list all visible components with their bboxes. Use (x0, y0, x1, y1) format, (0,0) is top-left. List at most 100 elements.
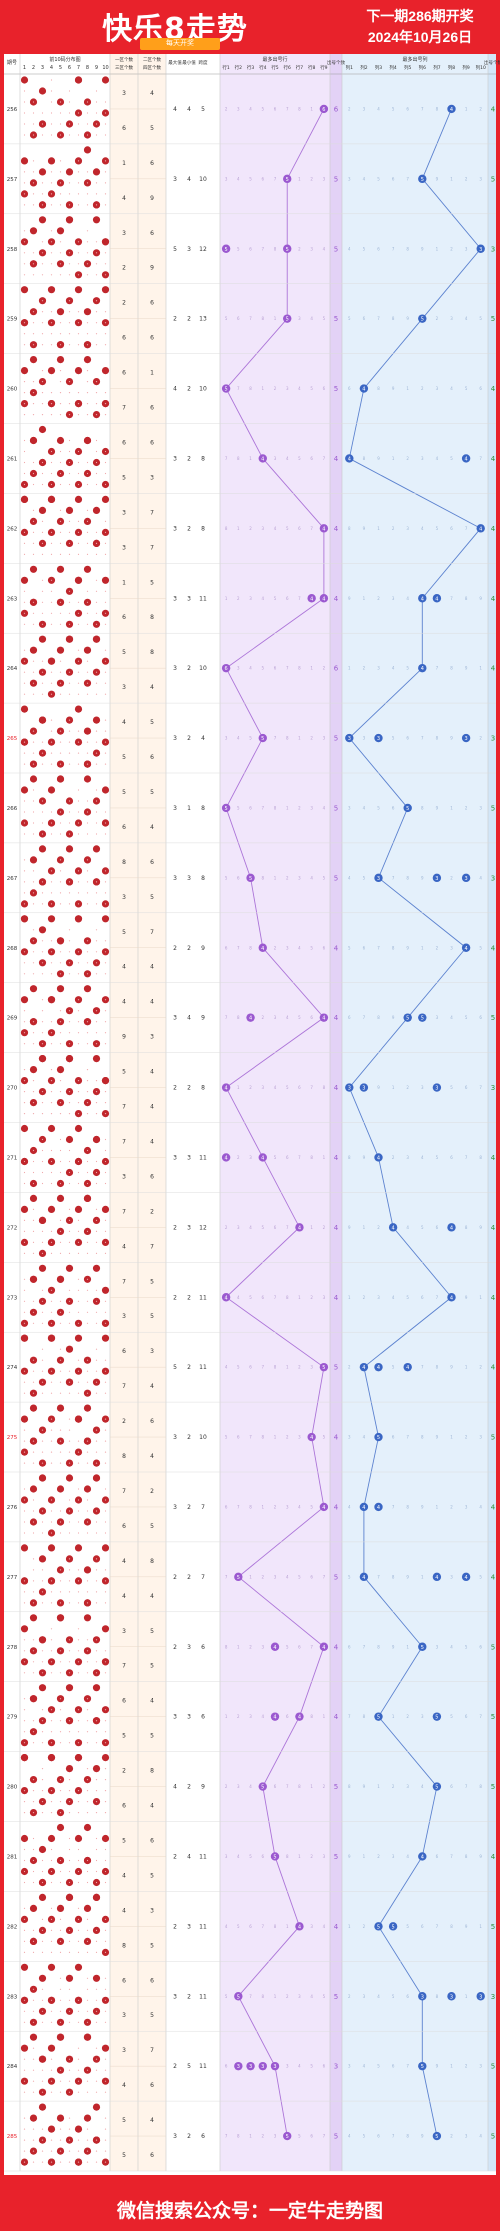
empty-dot (50, 1311, 53, 1313)
empty-dot (104, 472, 107, 475)
pos-tick-8: 行8 (308, 64, 315, 71)
empty-dot (41, 403, 44, 405)
header-zone2: 二区个数 (143, 56, 161, 63)
number-ball (65, 1765, 74, 1773)
empty-dot (95, 134, 98, 136)
empty-dot (32, 509, 35, 511)
row-empty: 6 (262, 1295, 265, 1300)
empty-dot (86, 1742, 89, 1744)
stat-value: 11 (199, 1853, 207, 1860)
empty-dot (32, 2010, 35, 2012)
stat-value: 4 (201, 735, 205, 742)
empty-dot (104, 1359, 107, 1361)
empty-dot (86, 1149, 89, 1152)
empty-dot (23, 472, 26, 475)
empty-dot (104, 1300, 107, 1302)
row-empty: 1 (225, 1714, 228, 1719)
number-ball (83, 646, 92, 654)
issue-number: 276 (7, 1505, 18, 1511)
row-empty: 6 (225, 2064, 228, 2069)
empty-dot (77, 123, 80, 125)
empty-dot (32, 381, 35, 383)
empty-dot (95, 1779, 98, 1781)
empty-dot (50, 1999, 53, 2001)
empty-dot (32, 204, 35, 206)
zone4-count: 8 (150, 614, 154, 621)
col-marker-label: 3 (377, 876, 380, 882)
empty-dot (95, 531, 98, 533)
row-empty: 2 (262, 2134, 265, 2139)
empty-dot (32, 1208, 35, 1210)
row-empty: 8 (274, 246, 277, 251)
empty-dot (77, 274, 80, 276)
col-empty: 3 (348, 805, 351, 810)
empty-dot (77, 1300, 80, 1302)
row-marker (319, 1013, 329, 1022)
row-empty: 2 (225, 1225, 228, 1230)
empty-dot (104, 2091, 107, 2093)
col-tick-1: 列1 (346, 64, 353, 71)
empty-dot (41, 1252, 44, 1254)
empty-dot (32, 962, 35, 964)
empty-dot (104, 1021, 107, 1023)
empty-dot (77, 1918, 80, 1920)
row-empty: 6 (249, 246, 252, 251)
col-marker (359, 1362, 369, 1372)
number-ball (29, 356, 38, 364)
col-count-bg (488, 54, 496, 2171)
row-empty: 2 (310, 176, 313, 181)
col-empty: 5 (363, 2134, 366, 2139)
row-empty: 5 (249, 1854, 252, 1859)
empty-dot (104, 1720, 107, 1722)
empty-dot (50, 741, 53, 743)
number-ball (47, 1963, 56, 1971)
empty-dot (68, 531, 71, 533)
stat-value: 2 (173, 1853, 177, 1860)
empty-dot (68, 2091, 71, 2093)
empty-dot (104, 2128, 107, 2130)
row-empty: 3 (249, 1155, 252, 1160)
zone4-count: 4 (150, 964, 154, 971)
row-marker-label: 4 (249, 1016, 252, 1022)
row-empty: 7 (286, 666, 289, 671)
empty-dot (95, 892, 98, 894)
empty-dot (50, 1881, 53, 1884)
empty-dot (104, 2161, 107, 2163)
stat-value: 7 (201, 1574, 205, 1581)
row-empty: 3 (274, 456, 277, 461)
stat-value: 2 (187, 1504, 191, 1511)
dist-tick-3: 3 (41, 65, 44, 71)
col-marker-label: 4 (450, 1225, 453, 1231)
col-marker-label: 4 (421, 1854, 424, 1860)
empty-dot (68, 962, 71, 964)
col-empty: 9 (465, 666, 468, 671)
row-empty: 2 (249, 1085, 252, 1090)
stat-value: 10 (199, 176, 207, 183)
number-ball (65, 506, 74, 514)
empty-dot (41, 381, 44, 383)
empty-dot (59, 1977, 62, 1979)
empty-dot (41, 344, 44, 346)
empty-dot (77, 2080, 80, 2082)
row-empty: 3 (298, 1435, 301, 1440)
empty-dot (32, 1731, 35, 1733)
empty-dot (41, 811, 44, 813)
col-empty: 6 (450, 1784, 453, 1789)
col-marker-label: 4 (406, 1365, 409, 1371)
empty-dot (104, 1230, 107, 1232)
empty-dot (50, 1370, 53, 1372)
empty-dot (104, 1311, 107, 1313)
empty-dot (50, 1252, 53, 1254)
empty-dot (104, 1951, 107, 1953)
number-ball (101, 576, 110, 584)
stat-value: 11 (199, 1993, 207, 2000)
row-marker-label: 4 (273, 1715, 276, 1721)
empty-dot (104, 962, 107, 964)
col-marker (432, 2131, 442, 2141)
row-marker-label: 6 (225, 666, 228, 672)
empty-dot (77, 204, 80, 206)
row-empty: 1 (310, 1784, 313, 1789)
empty-dot (86, 2139, 89, 2141)
empty-dot (50, 1182, 53, 1185)
empty-dot (95, 2150, 98, 2152)
